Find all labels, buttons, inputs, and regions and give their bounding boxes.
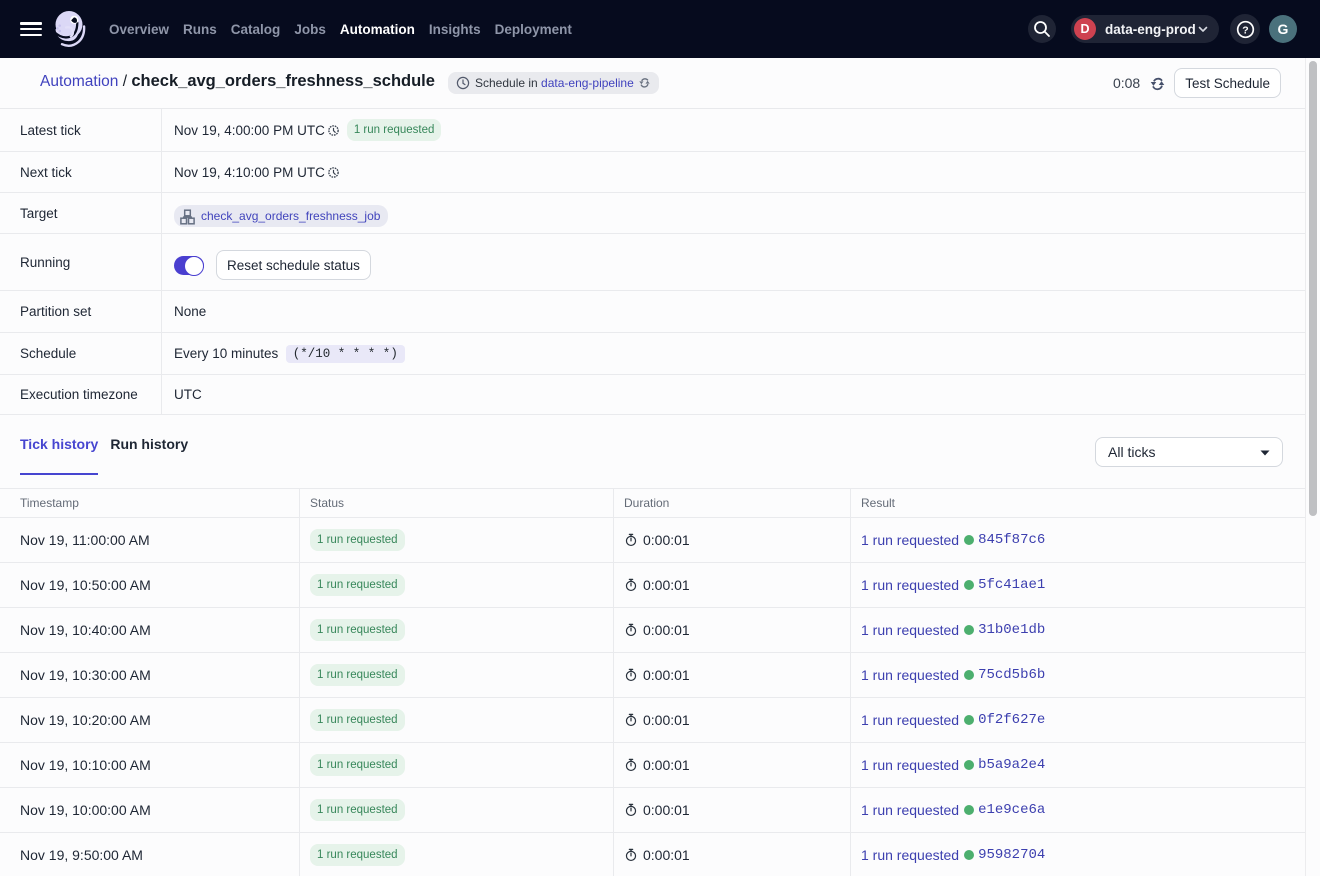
svg-text:?: ? — [1242, 24, 1248, 36]
